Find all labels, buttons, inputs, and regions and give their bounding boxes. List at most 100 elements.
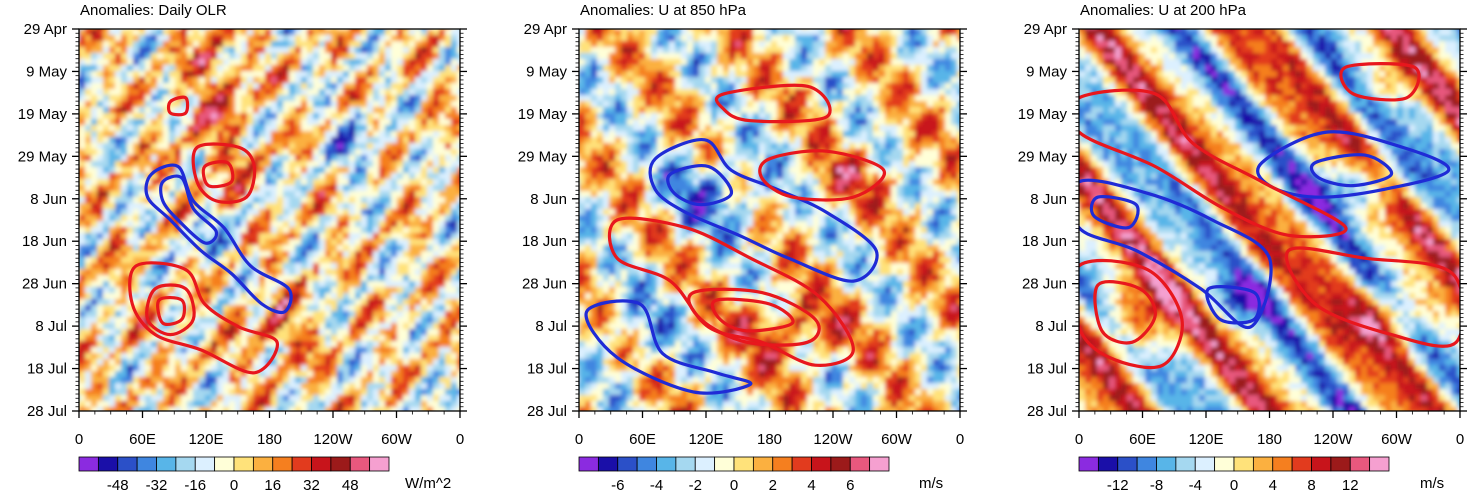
colorbar-label: 0 — [230, 477, 238, 494]
colorbar-label: 16 — [264, 477, 281, 494]
x-tick-label: 180 — [257, 431, 282, 448]
colorbar-swatch — [1272, 456, 1293, 472]
colorbar-label: 4 — [807, 477, 815, 494]
y-tick-label: 29 May — [1018, 148, 1068, 165]
colorbar-swatch — [1349, 456, 1371, 472]
colorbar-swatch — [1078, 456, 1099, 472]
y-tick-label: 18 Jul — [527, 361, 567, 378]
negative-contour — [144, 163, 293, 315]
negative-contour — [1079, 178, 1273, 330]
colorbar-swatch — [733, 456, 754, 472]
colorbar-swatch — [849, 456, 871, 472]
colorbar-units: m/s — [1420, 475, 1444, 492]
y-tick-label: 18 Jun — [522, 233, 567, 250]
colorbar-swatch — [349, 456, 371, 472]
positive-contour — [145, 283, 196, 337]
x-tick-label: 120E — [688, 431, 723, 448]
colorbar-swatch — [656, 456, 677, 472]
x-tick-label: 0 — [1456, 431, 1464, 448]
y-tick-label: 28 Jul — [1027, 403, 1067, 420]
x-tick-label: 60W — [1381, 431, 1413, 448]
colorbar-swatch — [1214, 456, 1235, 472]
colorbar-label: -32 — [146, 477, 168, 494]
y-tick-label: 9 May — [526, 63, 567, 80]
positive-contour — [128, 261, 279, 375]
colorbar-swatch — [1233, 456, 1254, 472]
colorbar: -6 -4 -2 0 2 4 6 — [578, 456, 890, 494]
y-tick-label: 18 Jun — [22, 233, 67, 250]
colorbar-swatch — [1369, 456, 1390, 472]
colorbar-swatch — [1136, 456, 1157, 472]
panel-title: Anomalies: U at 850 hPa — [580, 2, 747, 19]
contours — [128, 95, 293, 375]
x-tick-label: 180 — [757, 431, 782, 448]
x-tick-label: 0 — [75, 431, 83, 448]
x-tick-label: 120E — [188, 431, 223, 448]
y-tick-label: 28 Jul — [527, 403, 567, 420]
colorbar-label: 8 — [1307, 477, 1315, 494]
y-tick-label: 8 Jul — [1035, 318, 1067, 335]
positive-contour — [758, 149, 886, 202]
y-tick-label: 29 May — [18, 148, 68, 165]
x-axis: 0 60E 120E 180 120W 60W 0 — [1075, 411, 1464, 448]
colorbar-label: -6 — [611, 477, 624, 494]
y-tick-label: 28 Jul — [27, 403, 67, 420]
y-tick-label: 28 Jun — [22, 276, 67, 293]
y-tick-label: 8 Jun — [30, 191, 67, 208]
heatmap-area — [578, 28, 961, 412]
x-tick-label: 0 — [456, 431, 464, 448]
y-axis: 29 Apr 9 May 19 May 29 May 8 Jun 18 Jun 28 Jun… — [518, 21, 967, 420]
colorbar-swatch — [291, 456, 312, 472]
colorbar-swatch — [156, 456, 177, 472]
colorbar-swatch — [78, 456, 99, 472]
colorbar-label: 2 — [769, 477, 777, 494]
panel-title: Anomalies: U at 200 hPa — [1080, 2, 1247, 19]
colorbar-label: 6 — [846, 477, 854, 494]
colorbar-swatch — [1252, 456, 1274, 472]
positive-contour — [1079, 258, 1184, 370]
x-tick-label: 120W — [313, 431, 353, 448]
colorbar-swatch — [675, 456, 696, 472]
colorbar: -48 -32 -16 0 16 32 48 — [78, 456, 390, 494]
y-tick-label: 19 May — [518, 106, 568, 123]
positive-contour — [1079, 88, 1348, 239]
positive-contour — [1339, 62, 1421, 102]
colorbar-swatch — [578, 456, 599, 472]
x-tick-label: 180 — [1257, 431, 1282, 448]
colorbar-units: W/m^2 — [405, 475, 451, 492]
colorbar-swatch — [811, 456, 832, 472]
colorbar-swatch — [830, 456, 851, 472]
colorbar-swatch — [1156, 456, 1177, 472]
y-tick-label: 8 Jul — [535, 318, 567, 335]
x-tick-label: 60W — [381, 431, 413, 448]
x-tick-label: 0 — [1075, 431, 1083, 448]
colorbar-swatch — [1117, 456, 1138, 472]
x-tick-label: 120E — [1188, 431, 1223, 448]
colorbar-swatch — [252, 456, 274, 472]
y-tick-label: 9 May — [26, 63, 67, 80]
y-tick-label: 29 May — [518, 148, 568, 165]
y-tick-label: 8 Jun — [530, 191, 567, 208]
panel-u850: Anomalies: U at 850 hPa 29 Apr 9 May 19 Ma… — [518, 2, 967, 494]
positive-contour — [166, 95, 190, 117]
negative-contour — [584, 299, 753, 395]
colorbar-label: 0 — [1230, 477, 1238, 494]
y-tick-label: 18 Jun — [1022, 233, 1067, 250]
colorbar-swatch — [617, 456, 638, 472]
y-tick-label: 18 Jul — [1027, 361, 1067, 378]
heatmap-area — [1078, 28, 1461, 412]
negative-contour — [666, 164, 734, 207]
colorbar-label: -48 — [107, 477, 129, 494]
colorbar: -12 -8 -4 0 4 8 12 — [1078, 456, 1390, 494]
x-tick-label: 120W — [813, 431, 853, 448]
panel-u200: Anomalies: U at 200 hPa 29 Apr 9 May 19 Ma… — [1018, 2, 1467, 494]
positive-contour — [1093, 280, 1157, 345]
y-tick-label: 28 Jun — [522, 276, 567, 293]
colorbar-label: 48 — [342, 477, 359, 494]
x-tick-label: 60W — [881, 431, 913, 448]
colorbar-swatch — [869, 456, 890, 472]
colorbar-swatch — [1311, 456, 1332, 472]
contours — [584, 83, 886, 395]
y-tick-label: 29 Apr — [24, 21, 67, 38]
